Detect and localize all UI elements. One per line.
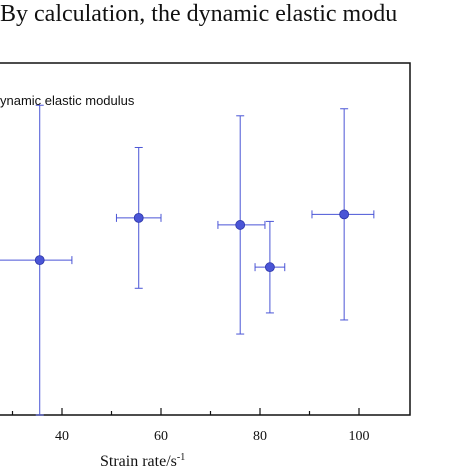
x-axis-title-main: Strain rate/s bbox=[100, 453, 177, 470]
legend-label: ynamic elastic modulus bbox=[0, 93, 135, 108]
data-point bbox=[34, 255, 45, 266]
data-point-group bbox=[217, 115, 266, 335]
data-point bbox=[264, 262, 275, 273]
x-tick-label: 100 bbox=[349, 429, 370, 444]
data-point bbox=[235, 220, 246, 230]
x-tick-label: 60 bbox=[154, 429, 168, 444]
plot-frame bbox=[0, 62, 411, 416]
caption-text: By calculation, the dynamic elastic modu bbox=[0, 1, 398, 27]
data-point-group bbox=[311, 108, 375, 321]
data-point-group bbox=[115, 146, 162, 289]
data-point-group bbox=[0, 104, 73, 416]
data-point bbox=[133, 212, 144, 223]
data-marks bbox=[0, 104, 375, 416]
data-point-group bbox=[254, 220, 286, 314]
x-axis-title-sup: -1 bbox=[177, 452, 185, 463]
x-tick-label: 80 bbox=[253, 429, 267, 444]
data-point bbox=[339, 209, 350, 220]
x-tick-label: 40 bbox=[55, 429, 69, 444]
x-axis-title: Strain rate/s-1 bbox=[100, 452, 185, 470]
axis-ticks: 40 60 80 100 bbox=[11, 408, 370, 444]
